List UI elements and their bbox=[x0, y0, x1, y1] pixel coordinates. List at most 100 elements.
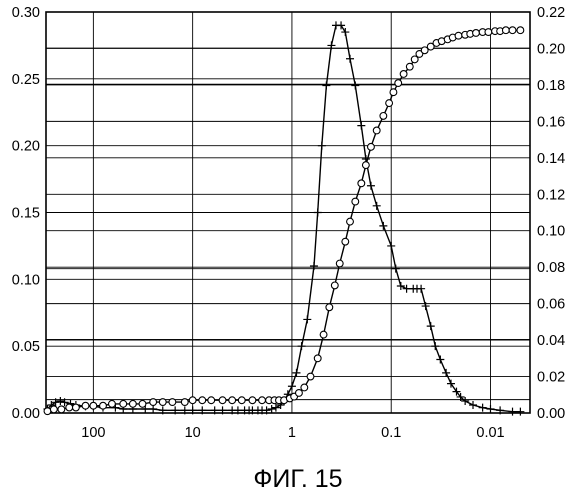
series-0-point-74 bbox=[509, 408, 517, 416]
series-0-point-45 bbox=[337, 21, 345, 29]
series-0-point-42 bbox=[322, 82, 330, 90]
series-1-point-37 bbox=[336, 260, 343, 267]
series-0-point-64 bbox=[436, 356, 444, 364]
series-1-point-10 bbox=[129, 400, 136, 407]
series-1-point-17 bbox=[199, 397, 206, 404]
series-0-point-14 bbox=[149, 405, 157, 413]
right-tick-label-2: 0.04 bbox=[537, 333, 565, 349]
series-1-point-18 bbox=[208, 397, 215, 404]
series-0-point-35 bbox=[288, 382, 296, 390]
series-1-point-19 bbox=[219, 397, 226, 404]
series-0-point-54 bbox=[387, 242, 395, 250]
series-0-point-47 bbox=[346, 55, 354, 63]
series-1-point-6 bbox=[90, 402, 97, 409]
right-tick-label-8: 0.16 bbox=[537, 114, 565, 130]
series-0-point-48 bbox=[351, 82, 359, 90]
series-1-point-45 bbox=[380, 112, 387, 119]
series-1-point-38 bbox=[342, 238, 349, 245]
series-0-point-38 bbox=[303, 315, 311, 323]
series-0-point-40 bbox=[314, 209, 322, 217]
right-tick-label-6: 0.12 bbox=[537, 187, 565, 203]
series-1-point-3 bbox=[66, 404, 73, 411]
series-0 bbox=[43, 21, 524, 415]
series-1-point-34 bbox=[320, 331, 327, 338]
series-1-point-46 bbox=[386, 100, 393, 107]
series-1-point-22 bbox=[249, 397, 256, 404]
series-1-point-11 bbox=[139, 400, 146, 407]
left-tick-label-6: 0.30 bbox=[12, 5, 40, 21]
series-1-point-68 bbox=[509, 27, 516, 34]
right-tick-label-7: 0.14 bbox=[537, 151, 565, 167]
series-0-point-46 bbox=[341, 28, 349, 36]
left-tick-label-4: 0.20 bbox=[12, 139, 40, 155]
x-tick-label-2: 1 bbox=[288, 425, 296, 441]
right-tick-label-11: 0.22 bbox=[537, 5, 565, 21]
series-1-point-14 bbox=[169, 399, 176, 406]
series-1-point-42 bbox=[362, 162, 369, 169]
right-tick-label-5: 0.10 bbox=[537, 224, 565, 240]
series-1-point-21 bbox=[238, 397, 245, 404]
right-tick-label-0: 0.00 bbox=[537, 406, 565, 422]
series-1-point-30 bbox=[296, 390, 303, 397]
series-1-point-31 bbox=[301, 384, 308, 391]
series-0-point-52 bbox=[373, 202, 381, 210]
left-tick-label-5: 0.25 bbox=[12, 72, 40, 88]
series-0-point-62 bbox=[427, 322, 435, 330]
series-1-point-44 bbox=[373, 127, 380, 134]
x-tick-label-0: 100 bbox=[81, 425, 105, 441]
series-1-point-64 bbox=[485, 29, 492, 36]
series-1-point-8 bbox=[109, 400, 116, 407]
series-1-point-43 bbox=[368, 143, 375, 150]
series-1-point-13 bbox=[159, 399, 166, 406]
series-1-point-23 bbox=[259, 397, 266, 404]
series-0-point-66 bbox=[447, 380, 455, 388]
right-tick-label-10: 0.20 bbox=[537, 41, 565, 57]
series-0-point-3 bbox=[56, 397, 64, 405]
x-tick-label-1: 10 bbox=[185, 425, 201, 441]
series-1-point-20 bbox=[229, 397, 236, 404]
left-tick-label-3: 0.15 bbox=[12, 206, 40, 222]
series-0-point-70 bbox=[469, 401, 477, 409]
series-1-point-0 bbox=[44, 408, 51, 415]
left-axis-tick-labels: 0.00 0.05 0.10 0.15 0.20 0.25 0.30 bbox=[12, 5, 40, 422]
series-0-point-36 bbox=[292, 369, 300, 377]
x-tick-label-4: 0.01 bbox=[476, 425, 504, 441]
series-0-point-63 bbox=[431, 342, 439, 350]
series-1-point-33 bbox=[314, 355, 321, 362]
series-1-point-9 bbox=[120, 400, 127, 407]
series-1-point-49 bbox=[400, 71, 407, 78]
right-tick-label-3: 0.06 bbox=[537, 297, 565, 313]
series-0-point-51 bbox=[367, 182, 375, 190]
series-1-point-40 bbox=[352, 198, 359, 205]
series-0-point-75 bbox=[516, 408, 524, 416]
series-0-line bbox=[48, 25, 521, 411]
series-1-point-1 bbox=[50, 406, 57, 413]
right-tick-label-4: 0.08 bbox=[537, 260, 565, 276]
series-1-point-12 bbox=[150, 399, 157, 406]
series-0-point-53 bbox=[379, 222, 387, 230]
series-1-point-5 bbox=[82, 402, 89, 409]
x-axis-tick-labels: 100 10 1 0.1 0.01 bbox=[81, 425, 504, 441]
series-1-point-4 bbox=[72, 404, 79, 411]
series-layer bbox=[43, 21, 524, 415]
series-0-point-72 bbox=[486, 405, 494, 413]
series-1-point-50 bbox=[406, 63, 413, 70]
x-tick-label-3: 0.1 bbox=[381, 425, 401, 441]
series-1-point-36 bbox=[331, 282, 338, 289]
left-tick-label-1: 0.05 bbox=[12, 339, 40, 355]
grid-lines bbox=[46, 12, 530, 413]
series-1-point-7 bbox=[100, 402, 107, 409]
series-0-point-71 bbox=[479, 404, 487, 412]
series-1-point-35 bbox=[326, 304, 333, 311]
figure-caption: ФИГ. 15 bbox=[253, 465, 342, 493]
left-tick-label-0: 0.00 bbox=[12, 406, 40, 422]
series-1-point-39 bbox=[347, 218, 354, 225]
series-1-point-69 bbox=[517, 27, 524, 34]
series-0-point-37 bbox=[298, 342, 306, 350]
series-1-point-15 bbox=[181, 399, 188, 406]
right-tick-label-1: 0.02 bbox=[537, 370, 565, 386]
series-1-point-48 bbox=[395, 80, 402, 87]
right-axis-tick-labels: 0.000.020.040.060.080.100.120.140.160.18… bbox=[537, 5, 565, 422]
left-tick-label-2: 0.10 bbox=[12, 272, 40, 288]
series-1-point-2 bbox=[58, 406, 65, 413]
